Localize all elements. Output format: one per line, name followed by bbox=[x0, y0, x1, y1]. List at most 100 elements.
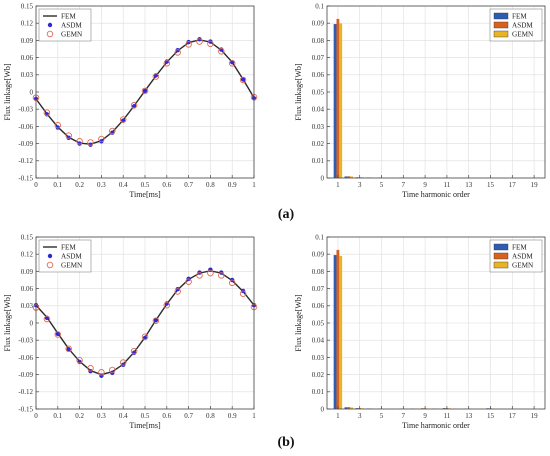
data-point-gemn bbox=[65, 345, 72, 353]
data-point-gemn bbox=[174, 288, 181, 295]
data-point-asdm bbox=[186, 39, 191, 45]
x-tick-label: 1 bbox=[336, 412, 340, 420]
bar-fem bbox=[333, 24, 337, 179]
y-tick-label: 0.01 bbox=[312, 157, 325, 165]
x-axis-label: Time[ms] bbox=[129, 190, 161, 199]
y-tick-label: 0.03 bbox=[21, 71, 34, 79]
legend-label: ASDM bbox=[61, 22, 82, 30]
y-tick-label: 0 bbox=[321, 174, 325, 182]
x-tick-label: 0.1 bbox=[53, 181, 62, 189]
data-point-gemn bbox=[98, 135, 105, 143]
x-tick-label: 15 bbox=[487, 181, 495, 189]
x-tick-label: 13 bbox=[465, 181, 473, 189]
x-tick-label: 5 bbox=[380, 412, 384, 420]
bar-asdm bbox=[336, 249, 340, 409]
data-point-asdm bbox=[66, 135, 71, 141]
data-point-gemn bbox=[119, 359, 127, 366]
data-point-gemn bbox=[109, 366, 116, 374]
data-point-gemn bbox=[54, 122, 62, 129]
bar-gemn bbox=[339, 23, 343, 178]
y-axis-label: Flux linkage[Wb] bbox=[3, 63, 12, 120]
legend-label: ASDM bbox=[61, 253, 82, 261]
y-tick-label: 0.04 bbox=[312, 106, 325, 114]
y-tick-label: 0.02 bbox=[312, 371, 325, 379]
data-point-gemn bbox=[87, 139, 94, 146]
x-tick-label: 0.9 bbox=[228, 412, 237, 420]
x-tick-label: 11 bbox=[444, 412, 451, 420]
data-point-asdm bbox=[175, 47, 180, 53]
data-point-gemn bbox=[163, 301, 171, 309]
panel-label-b: (b) bbox=[277, 435, 294, 450]
legend-label: GEMN bbox=[61, 262, 83, 270]
bar-fem bbox=[344, 407, 348, 409]
data-point-asdm bbox=[121, 362, 126, 368]
harmonic-chart-a: 1 3 5 7 9 11 13 15 17 1900.010.020.030.040.050.06… bbox=[294, 2, 546, 199]
data-point-gemn bbox=[130, 101, 138, 109]
data-point-asdm bbox=[164, 301, 169, 306]
panel-label-a: (a) bbox=[278, 207, 295, 222]
y-tick-label: -0.06 bbox=[18, 123, 33, 131]
data-point-asdm bbox=[110, 130, 115, 135]
y-tick-label: -0.15 bbox=[18, 174, 33, 182]
x-tick-label: 7 bbox=[402, 412, 406, 420]
data-point-gemn bbox=[152, 73, 160, 80]
data-point-gemn bbox=[141, 87, 149, 95]
data-point-gemn bbox=[65, 132, 72, 139]
bar-asdm bbox=[347, 176, 351, 178]
legend-label: FEM bbox=[512, 13, 527, 21]
data-point-asdm bbox=[55, 125, 60, 130]
x-tick-label: 0.8 bbox=[206, 181, 215, 189]
x-tick-label: 0.8 bbox=[206, 412, 215, 420]
y-tick-label: -0.06 bbox=[18, 354, 33, 362]
y-tick-label: 0.09 bbox=[312, 251, 325, 259]
x-tick-label: 7 bbox=[402, 181, 406, 189]
y-tick-label: 0 bbox=[30, 319, 34, 327]
data-point-asdm bbox=[142, 88, 148, 94]
data-point-gemn bbox=[218, 272, 225, 279]
y-tick-label: 0.08 bbox=[312, 268, 325, 276]
y-tick-label: 0.03 bbox=[312, 354, 325, 362]
legend-swatch bbox=[493, 30, 509, 38]
data-point-gemn bbox=[163, 60, 171, 67]
data-point-gemn bbox=[218, 48, 225, 55]
y-tick-label: -0.09 bbox=[18, 371, 33, 379]
y-tick-label: 0.02 bbox=[312, 140, 325, 148]
x-tick-label: 9 bbox=[423, 181, 427, 189]
y-tick-label: -0.12 bbox=[18, 388, 33, 396]
x-tick-label: 19 bbox=[531, 181, 539, 189]
y-axis-label: Flux linkage[Wb] bbox=[3, 294, 12, 351]
y-tick-label: -0.12 bbox=[18, 157, 33, 165]
time-chart-a: 0 0.1 0.2 0.3 0.4 0.5 0.6 0.7 0.8 0.9 1 -0.15 -0.12 -… bbox=[3, 2, 258, 199]
data-point-gemn bbox=[98, 369, 105, 376]
data-point-gemn bbox=[239, 290, 247, 298]
x-tick-label: 0.3 bbox=[97, 181, 106, 189]
data-point-gemn bbox=[87, 365, 94, 372]
x-tick-label: 0.3 bbox=[97, 412, 106, 420]
y-tick-label: 0.04 bbox=[312, 337, 325, 345]
legend-swatch bbox=[493, 261, 509, 269]
x-tick-label: 11 bbox=[444, 181, 451, 189]
y-tick-label: 0.05 bbox=[312, 319, 325, 327]
data-point-asdm bbox=[55, 331, 60, 337]
y-tick-label: 0 bbox=[30, 88, 34, 96]
x-tick-label: 0.4 bbox=[119, 181, 128, 189]
x-tick-label: 1 bbox=[252, 412, 256, 420]
data-point-gemn bbox=[207, 269, 214, 277]
y-tick-label: 0.15 bbox=[21, 2, 34, 10]
legend-swatch bbox=[47, 22, 53, 28]
y-tick-label: -0.09 bbox=[18, 140, 33, 148]
data-point-gemn bbox=[76, 357, 83, 364]
legend-swatch bbox=[47, 253, 53, 259]
data-point-asdm bbox=[197, 37, 202, 42]
bar-gemn bbox=[339, 255, 343, 409]
data-point-asdm bbox=[240, 77, 246, 82]
data-point-gemn bbox=[109, 127, 116, 135]
data-point-gemn bbox=[185, 278, 192, 285]
x-axis-label: Time[ms] bbox=[129, 421, 161, 430]
legend-label: GEMN bbox=[61, 31, 83, 39]
x-tick-label: 0.7 bbox=[184, 412, 193, 420]
